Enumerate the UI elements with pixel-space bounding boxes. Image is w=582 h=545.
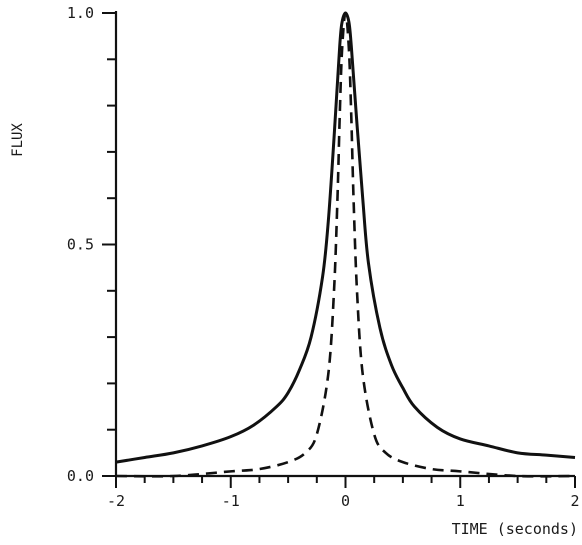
solid-flux-curve (115, 11, 576, 464)
axes: 0.0 0.5 1.0 -2 -1 0 1 2 (67, 4, 580, 510)
dashed-flux-curve (115, 11, 576, 478)
y-tick-label: 0.0 (67, 467, 94, 485)
axis-labels: FLUX TIME (seconds) (10, 123, 578, 538)
x-tick-label: 1 (456, 492, 465, 510)
y-axis-title: FLUX (10, 123, 26, 157)
x-tick-label: 0 (341, 492, 350, 510)
x-tick-label: -1 (222, 492, 240, 510)
series-layer (115, 11, 576, 478)
x-tick-label: 2 (570, 492, 579, 510)
y-tick-label: 0.5 (67, 236, 94, 254)
x-axis-title: TIME (seconds) (452, 520, 578, 538)
y-tick-label: 1.0 (67, 4, 94, 22)
x-tick-label: -2 (107, 492, 125, 510)
